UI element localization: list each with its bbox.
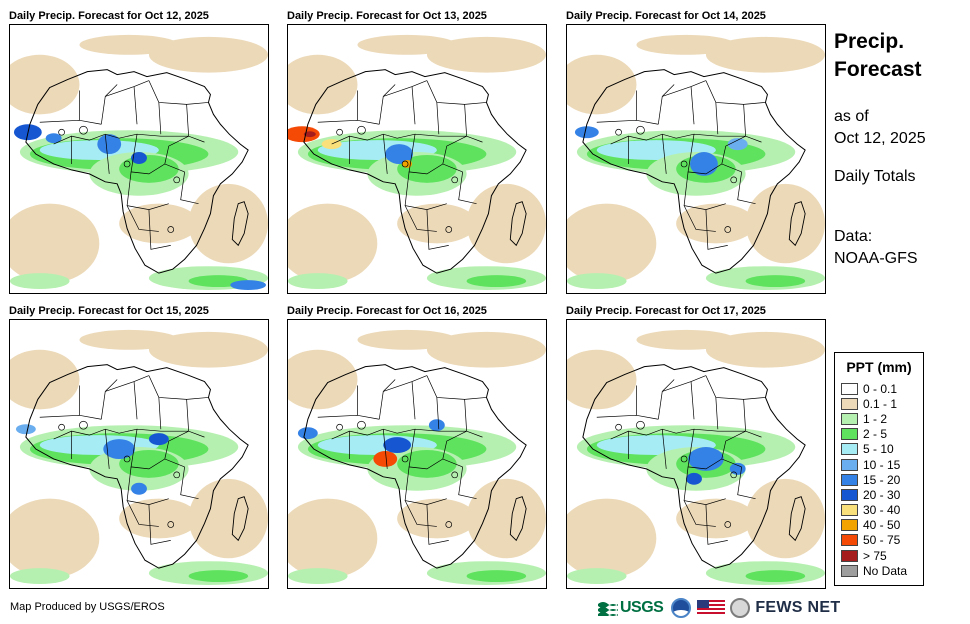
legend-swatch bbox=[841, 443, 858, 456]
legend-label: 30 - 40 bbox=[863, 503, 901, 518]
forecast-map[interactable] bbox=[566, 319, 826, 589]
legend-swatch bbox=[841, 412, 858, 425]
fews-net-logo: FEWS NET bbox=[755, 599, 841, 616]
legend-item: No Data bbox=[841, 563, 917, 578]
forecast-map[interactable] bbox=[9, 319, 269, 589]
legend-item: 1 - 2 bbox=[841, 411, 917, 426]
forecast-panel-3: Daily Precip. Forecast for Oct 14, 2025 bbox=[566, 10, 826, 294]
forecast-map[interactable] bbox=[566, 24, 826, 294]
africa-precip-map bbox=[567, 34, 825, 291]
panel-title: Daily Precip. Forecast for Oct 15, 2025 bbox=[9, 305, 209, 317]
forecast-panel-4: Daily Precip. Forecast for Oct 15, 2025 bbox=[9, 305, 269, 589]
legend-swatch bbox=[841, 549, 858, 562]
legend-swatch bbox=[841, 458, 858, 471]
forecast-map[interactable] bbox=[9, 24, 269, 294]
africa-precip-map bbox=[10, 34, 268, 291]
sidebar-title-line1: Precip. bbox=[834, 30, 905, 53]
legend-item: 20 - 30 bbox=[841, 487, 917, 502]
legend-item: 0 - 0.1 bbox=[841, 381, 917, 396]
legend-item: 2 - 5 bbox=[841, 427, 917, 442]
forecast-panel-5: Daily Precip. Forecast for Oct 16, 2025 bbox=[287, 305, 547, 589]
panel-title: Daily Precip. Forecast for Oct 12, 2025 bbox=[9, 10, 209, 22]
legend-item: 50 - 75 bbox=[841, 533, 917, 548]
legend-label: 2 - 5 bbox=[863, 427, 888, 442]
forecast-panel-1: Daily Precip. Forecast for Oct 12, 2025 bbox=[9, 10, 269, 294]
legend-item: 15 - 20 bbox=[841, 472, 917, 487]
legend-swatch bbox=[841, 488, 858, 501]
as-of-label: as of bbox=[834, 108, 869, 125]
usgs-label: USGS bbox=[620, 599, 664, 616]
legend-label: No Data bbox=[863, 563, 908, 578]
panel-title: Daily Precip. Forecast for Oct 14, 2025 bbox=[566, 10, 766, 22]
legend-label: 15 - 20 bbox=[863, 472, 901, 487]
data-source-label: Data: bbox=[834, 228, 873, 245]
usgs-logo: USGS bbox=[598, 599, 664, 617]
legend-item: > 75 bbox=[841, 548, 917, 563]
panel-title: Daily Precip. Forecast for Oct 13, 2025 bbox=[287, 10, 487, 22]
legend-label: 0 - 0.1 bbox=[863, 381, 898, 396]
us-flag-icon bbox=[697, 600, 726, 616]
legend-swatch bbox=[841, 534, 858, 547]
forecast-map[interactable] bbox=[287, 319, 547, 589]
totals-label: Daily Totals bbox=[834, 168, 916, 185]
forecast-panel-6: Daily Precip. Forecast for Oct 17, 2025 bbox=[566, 305, 826, 589]
legend-item: 10 - 15 bbox=[841, 457, 917, 472]
sidebar-title-line2: Forecast bbox=[834, 58, 922, 81]
panel-title: Daily Precip. Forecast for Oct 17, 2025 bbox=[566, 305, 766, 317]
legend-swatch bbox=[841, 504, 858, 517]
state-department-seal-icon bbox=[730, 598, 751, 618]
partner-logos: USGS FEWS NET bbox=[598, 597, 840, 619]
legend-swatch bbox=[841, 428, 858, 441]
legend-label: 5 - 10 bbox=[863, 442, 894, 457]
legend-item: 40 - 50 bbox=[841, 518, 917, 533]
legend-swatch bbox=[841, 473, 858, 486]
legend-title: PPT (mm) bbox=[846, 359, 912, 375]
africa-precip-map bbox=[288, 329, 546, 586]
legend-label: > 75 bbox=[863, 548, 887, 563]
data-source-value: NOAA-GFS bbox=[834, 250, 918, 267]
noaa-logo-icon bbox=[671, 598, 692, 618]
legend-item: 0.1 - 1 bbox=[841, 396, 917, 411]
as-of-date: Oct 12, 2025 bbox=[834, 130, 926, 147]
forecast-panel-2: Daily Precip. Forecast for Oct 13, 2025 bbox=[287, 10, 547, 294]
map-credit: Map Produced by USGS/EROS bbox=[10, 601, 165, 613]
africa-precip-map bbox=[10, 329, 268, 586]
legend-label: 40 - 50 bbox=[863, 518, 901, 533]
legend-label: 50 - 75 bbox=[863, 533, 901, 548]
legend-swatch bbox=[841, 397, 858, 410]
forecast-map[interactable] bbox=[287, 24, 547, 294]
africa-precip-map bbox=[567, 329, 825, 586]
legend-swatch bbox=[841, 564, 858, 577]
legend-label: 20 - 30 bbox=[863, 487, 901, 502]
legend-label: 10 - 15 bbox=[863, 457, 901, 472]
panel-title: Daily Precip. Forecast for Oct 16, 2025 bbox=[287, 305, 487, 317]
legend-swatch bbox=[841, 519, 858, 532]
africa-precip-map bbox=[288, 34, 546, 291]
usgs-logo-icon bbox=[598, 602, 618, 616]
legend-swatch bbox=[841, 382, 858, 395]
legend-label: 1 - 2 bbox=[863, 411, 888, 426]
legend-label: 0.1 - 1 bbox=[863, 396, 898, 411]
legend-item: 30 - 40 bbox=[841, 503, 917, 518]
map-info-sidebar: Precip. Forecast as of Oct 12, 2025 Dail… bbox=[834, 28, 964, 270]
legend-item: 5 - 10 bbox=[841, 442, 917, 457]
